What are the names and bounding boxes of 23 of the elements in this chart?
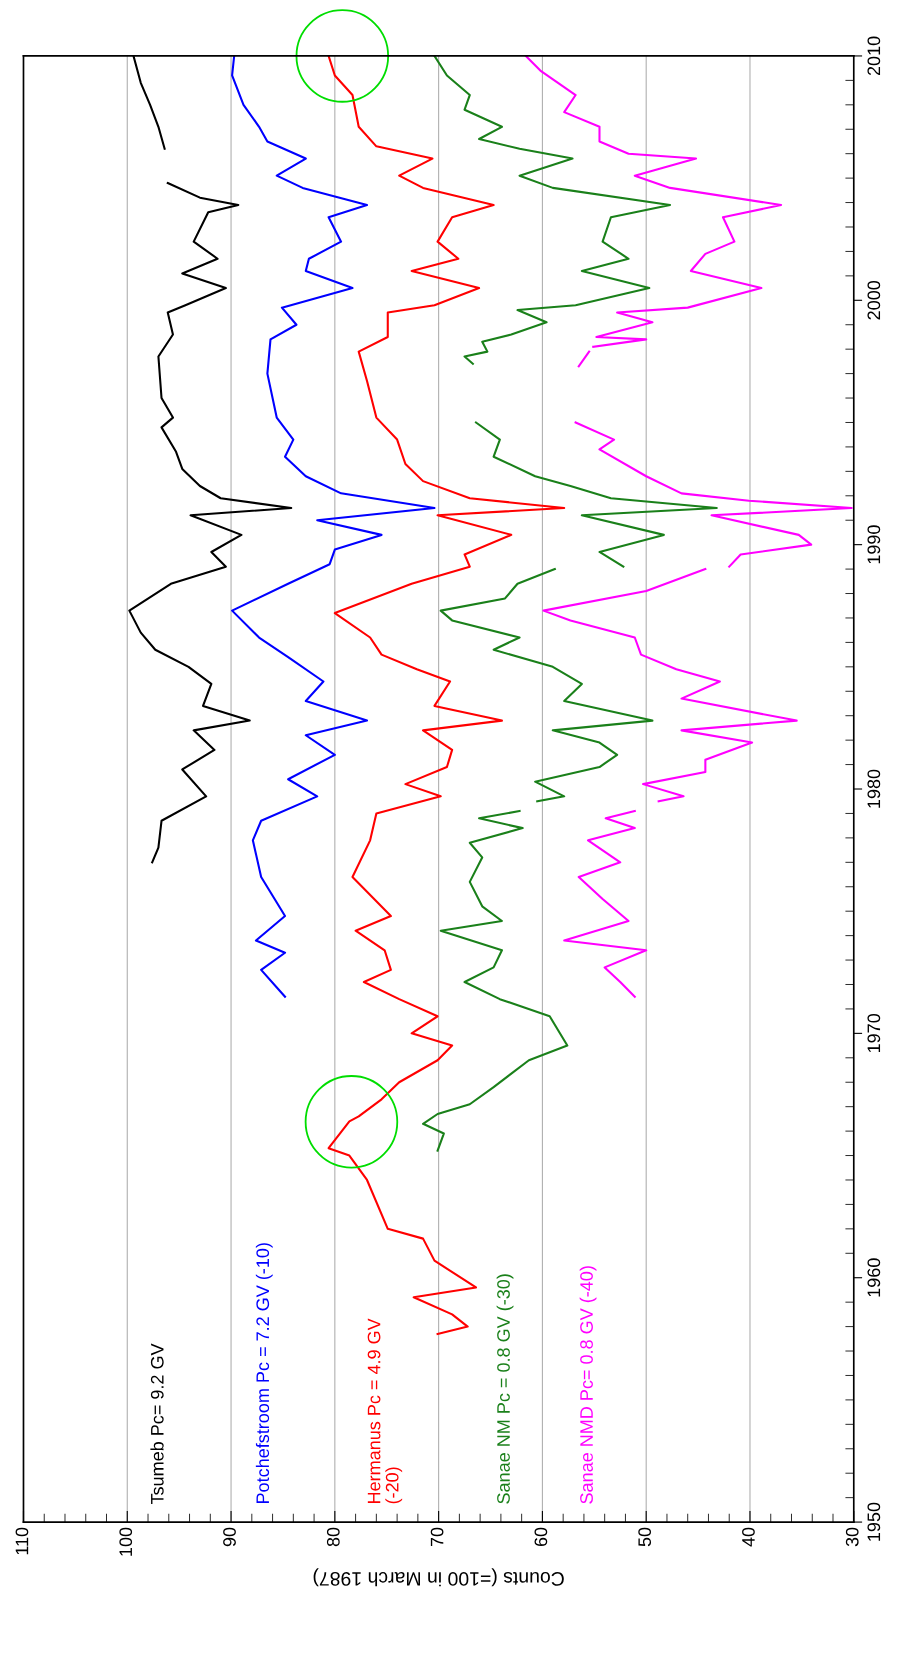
y-tick-label: 1960: [867, 1258, 881, 1297]
x-tick-label: 110: [15, 1527, 29, 1555]
x-tick-label: 100: [119, 1527, 133, 1556]
x-tick-label: 90: [223, 1527, 236, 1547]
text: Potchefstroom Pc = 7.2 GV (-10): [255, 1243, 273, 1504]
y-tick-label: 1970: [867, 1013, 881, 1053]
text: Sanae NMD Pc= 0.8 GV (-40): [579, 1266, 597, 1504]
y-tick-label: 1990: [867, 525, 881, 564]
line-series: [231, 55, 436, 998]
text: Tsumeb Pc= 9.2 GV: [150, 1343, 164, 1505]
x-tick-label: 80: [326, 1527, 340, 1547]
x-tick-label: 50: [638, 1527, 652, 1547]
y-tick-label: 2010: [867, 36, 881, 76]
x-tick-label: 40: [742, 1527, 755, 1547]
y-tick-label: 1980: [867, 769, 881, 808]
x-tick-label: 30: [845, 1527, 859, 1547]
x-tick-label: 70: [430, 1527, 444, 1547]
y-tick-label: 1950: [867, 1502, 881, 1541]
x-axis-title: Counts (=100 in March 1987): [313, 1568, 564, 1587]
text: Sanae NM Pc = 0.8 GV (-30): [496, 1274, 514, 1504]
text: Hermanus Pc = 4.9 GV (-20): [367, 1318, 403, 1504]
y-tick-label: 2000: [867, 280, 881, 320]
x-tick-label: 60: [534, 1527, 548, 1547]
